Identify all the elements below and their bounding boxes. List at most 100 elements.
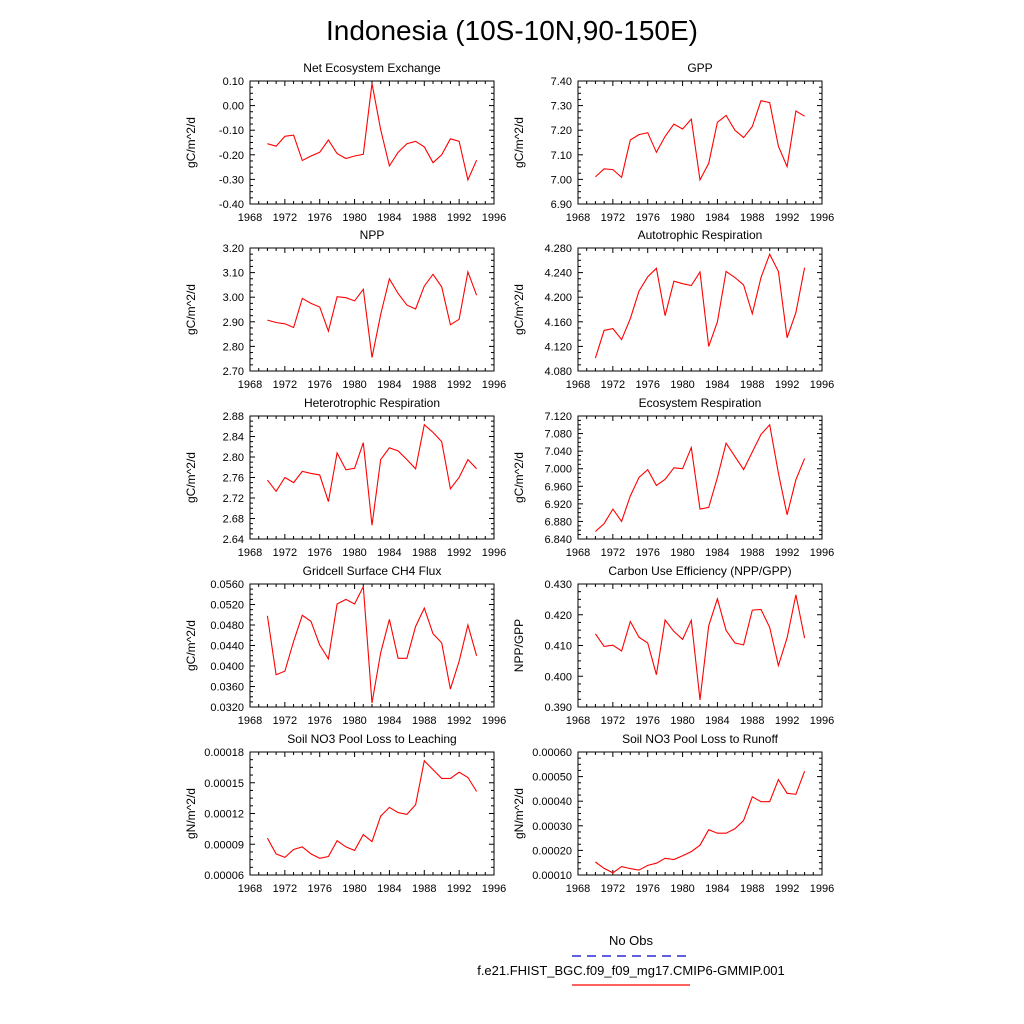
x-tick-label: 1976 (307, 883, 331, 895)
x-tick-label: 1984 (377, 883, 401, 895)
y-axis-label: gC/m^2/d (512, 284, 526, 335)
x-tick-label: 1980 (342, 715, 366, 727)
x-tick-label: 1980 (342, 212, 366, 224)
y-tick-label: 6.90 (551, 199, 572, 211)
figure-title: Indonesia (10S-10N,90-150E) (326, 15, 698, 46)
x-tick-label: 1972 (601, 379, 625, 391)
y-tick-label: 4.080 (544, 366, 572, 378)
y-tick-label: 0.0440 (210, 641, 244, 653)
y-tick-label: 4.160 (544, 317, 572, 329)
y-tick-label: 0.0480 (210, 620, 244, 632)
y-tick-label: 0.0360 (210, 682, 244, 694)
x-tick-label: 1992 (775, 883, 799, 895)
panel-title: Soil NO3 Pool Loss to Leaching (287, 732, 456, 746)
panel-title: GPP (687, 61, 712, 75)
y-tick-label: 4.200 (544, 292, 572, 304)
y-tick-label: 2.64 (223, 534, 244, 546)
y-tick-label: 6.880 (544, 516, 572, 528)
x-tick-label: 1968 (238, 547, 262, 559)
x-tick-label: 1972 (273, 883, 297, 895)
x-tick-label: 1984 (377, 715, 401, 727)
y-tick-label: 6.840 (544, 534, 572, 546)
y-tick-label: 7.120 (544, 411, 572, 423)
y-axis-label: gC/m^2/d (184, 117, 198, 168)
plot-frame (577, 415, 823, 540)
x-tick-label: 1980 (670, 547, 694, 559)
panel-heterotrophic-respiration: Heterotrophic Respiration 2.64 2.68 2.72 2.7… (184, 396, 506, 559)
x-tick-label: 1976 (307, 715, 331, 727)
x-tick-label: 1976 (635, 379, 659, 391)
x-tick-label: 1988 (412, 547, 436, 559)
y-axis-label: gN/m^2/d (512, 788, 526, 839)
plot-frame (577, 751, 823, 876)
legend: No Obs f.e21.FHIST_BGC.f09_f09_mg17.CMIP… (477, 933, 785, 986)
x-tick-label: 1976 (307, 379, 331, 391)
x-tick-label: 1992 (775, 212, 799, 224)
panel-soil-no3-pool-loss-to-runoff: Soil NO3 Pool Loss to Runoff 0.00010 0.000… (512, 732, 834, 895)
x-tick-label: 1976 (635, 547, 659, 559)
y-tick-label: 0.430 (544, 579, 572, 591)
x-tick-label: 1996 (482, 212, 506, 224)
series-line (266, 759, 478, 859)
panel-soil-no3-pool-loss-to-leaching: Soil NO3 Pool Loss to Leaching 0.00006 0.0… (184, 732, 506, 895)
x-tick-label: 1988 (412, 883, 436, 895)
y-tick-label: 0.400 (544, 671, 572, 683)
x-tick-label: 1980 (342, 379, 366, 391)
panel-autotrophic-respiration: Autotrophic Respiration 4.080 4.120 4.160 4.… (512, 228, 834, 391)
y-tick-label: 4.120 (544, 341, 572, 353)
x-tick-label: 1988 (740, 715, 764, 727)
panel-title: Heterotrophic Respiration (304, 396, 440, 410)
plot-frame (249, 247, 495, 372)
y-axis-label: NPP/GPP (512, 619, 526, 672)
y-tick-label: 2.84 (223, 432, 244, 444)
x-tick-label: 1996 (482, 379, 506, 391)
x-tick-label: 1976 (635, 883, 659, 895)
y-tick-label: 0.00018 (204, 747, 244, 759)
x-tick-label: 1988 (740, 547, 764, 559)
x-tick-label: 1984 (705, 883, 729, 895)
y-tick-label: 7.10 (551, 150, 572, 162)
legend-model-label: f.e21.FHIST_BGC.f09_f09_mg17.CMIP6-GMMIP… (477, 963, 785, 978)
x-tick-label: 1996 (810, 715, 834, 727)
x-tick-label: 1984 (377, 547, 401, 559)
x-tick-label: 1996 (482, 547, 506, 559)
x-tick-label: 1980 (670, 715, 694, 727)
y-tick-label: 2.70 (223, 366, 244, 378)
y-tick-label: 0.390 (544, 702, 572, 714)
x-tick-label: 1968 (566, 883, 590, 895)
y-tick-label: -0.40 (219, 199, 244, 211)
panel-title: Net Ecosystem Exchange (303, 61, 441, 75)
series-line (595, 423, 806, 532)
x-tick-label: 1972 (273, 547, 297, 559)
y-tick-label: 0.00020 (532, 845, 572, 857)
series-line (595, 100, 805, 182)
panel-title: Ecosystem Respiration (639, 396, 762, 410)
x-tick-label: 1972 (601, 212, 625, 224)
x-tick-label: 1996 (810, 547, 834, 559)
x-tick-label: 1968 (238, 379, 262, 391)
plot-frame (577, 80, 823, 205)
y-tick-label: 0.10 (223, 76, 244, 88)
series-line (267, 269, 478, 358)
y-tick-label: 0.00030 (532, 821, 572, 833)
x-tick-label: 1996 (810, 212, 834, 224)
x-tick-label: 1968 (566, 379, 590, 391)
y-tick-label: 0.0560 (210, 579, 244, 591)
legend-obs-label: No Obs (609, 933, 654, 948)
panel-carbon-use-efficiency-npp-gpp: Carbon Use Efficiency (NPP/GPP) 0.390 0.40… (512, 564, 834, 727)
x-tick-label: 1984 (705, 212, 729, 224)
panel-net-ecosystem-exchange: Net Ecosystem Exchange -0.40 -0.30 -0.20 -0.… (184, 61, 506, 224)
x-tick-label: 1996 (810, 379, 834, 391)
y-tick-label: 2.80 (223, 341, 244, 353)
x-tick-label: 1984 (705, 547, 729, 559)
series-line (266, 584, 478, 703)
y-tick-label: 6.960 (544, 481, 572, 493)
plot-frame (577, 247, 823, 372)
y-axis-label: gN/m^2/d (184, 788, 198, 839)
y-tick-label: -0.30 (219, 174, 244, 186)
y-tick-label: 0.00015 (204, 778, 244, 790)
panel-ecosystem-respiration: Ecosystem Respiration 6.840 6.880 6.920 6.96… (512, 396, 834, 559)
panel-grid: Net Ecosystem Exchange -0.40 -0.30 -0.20 -0.… (184, 61, 834, 895)
plot-frame (249, 583, 495, 708)
